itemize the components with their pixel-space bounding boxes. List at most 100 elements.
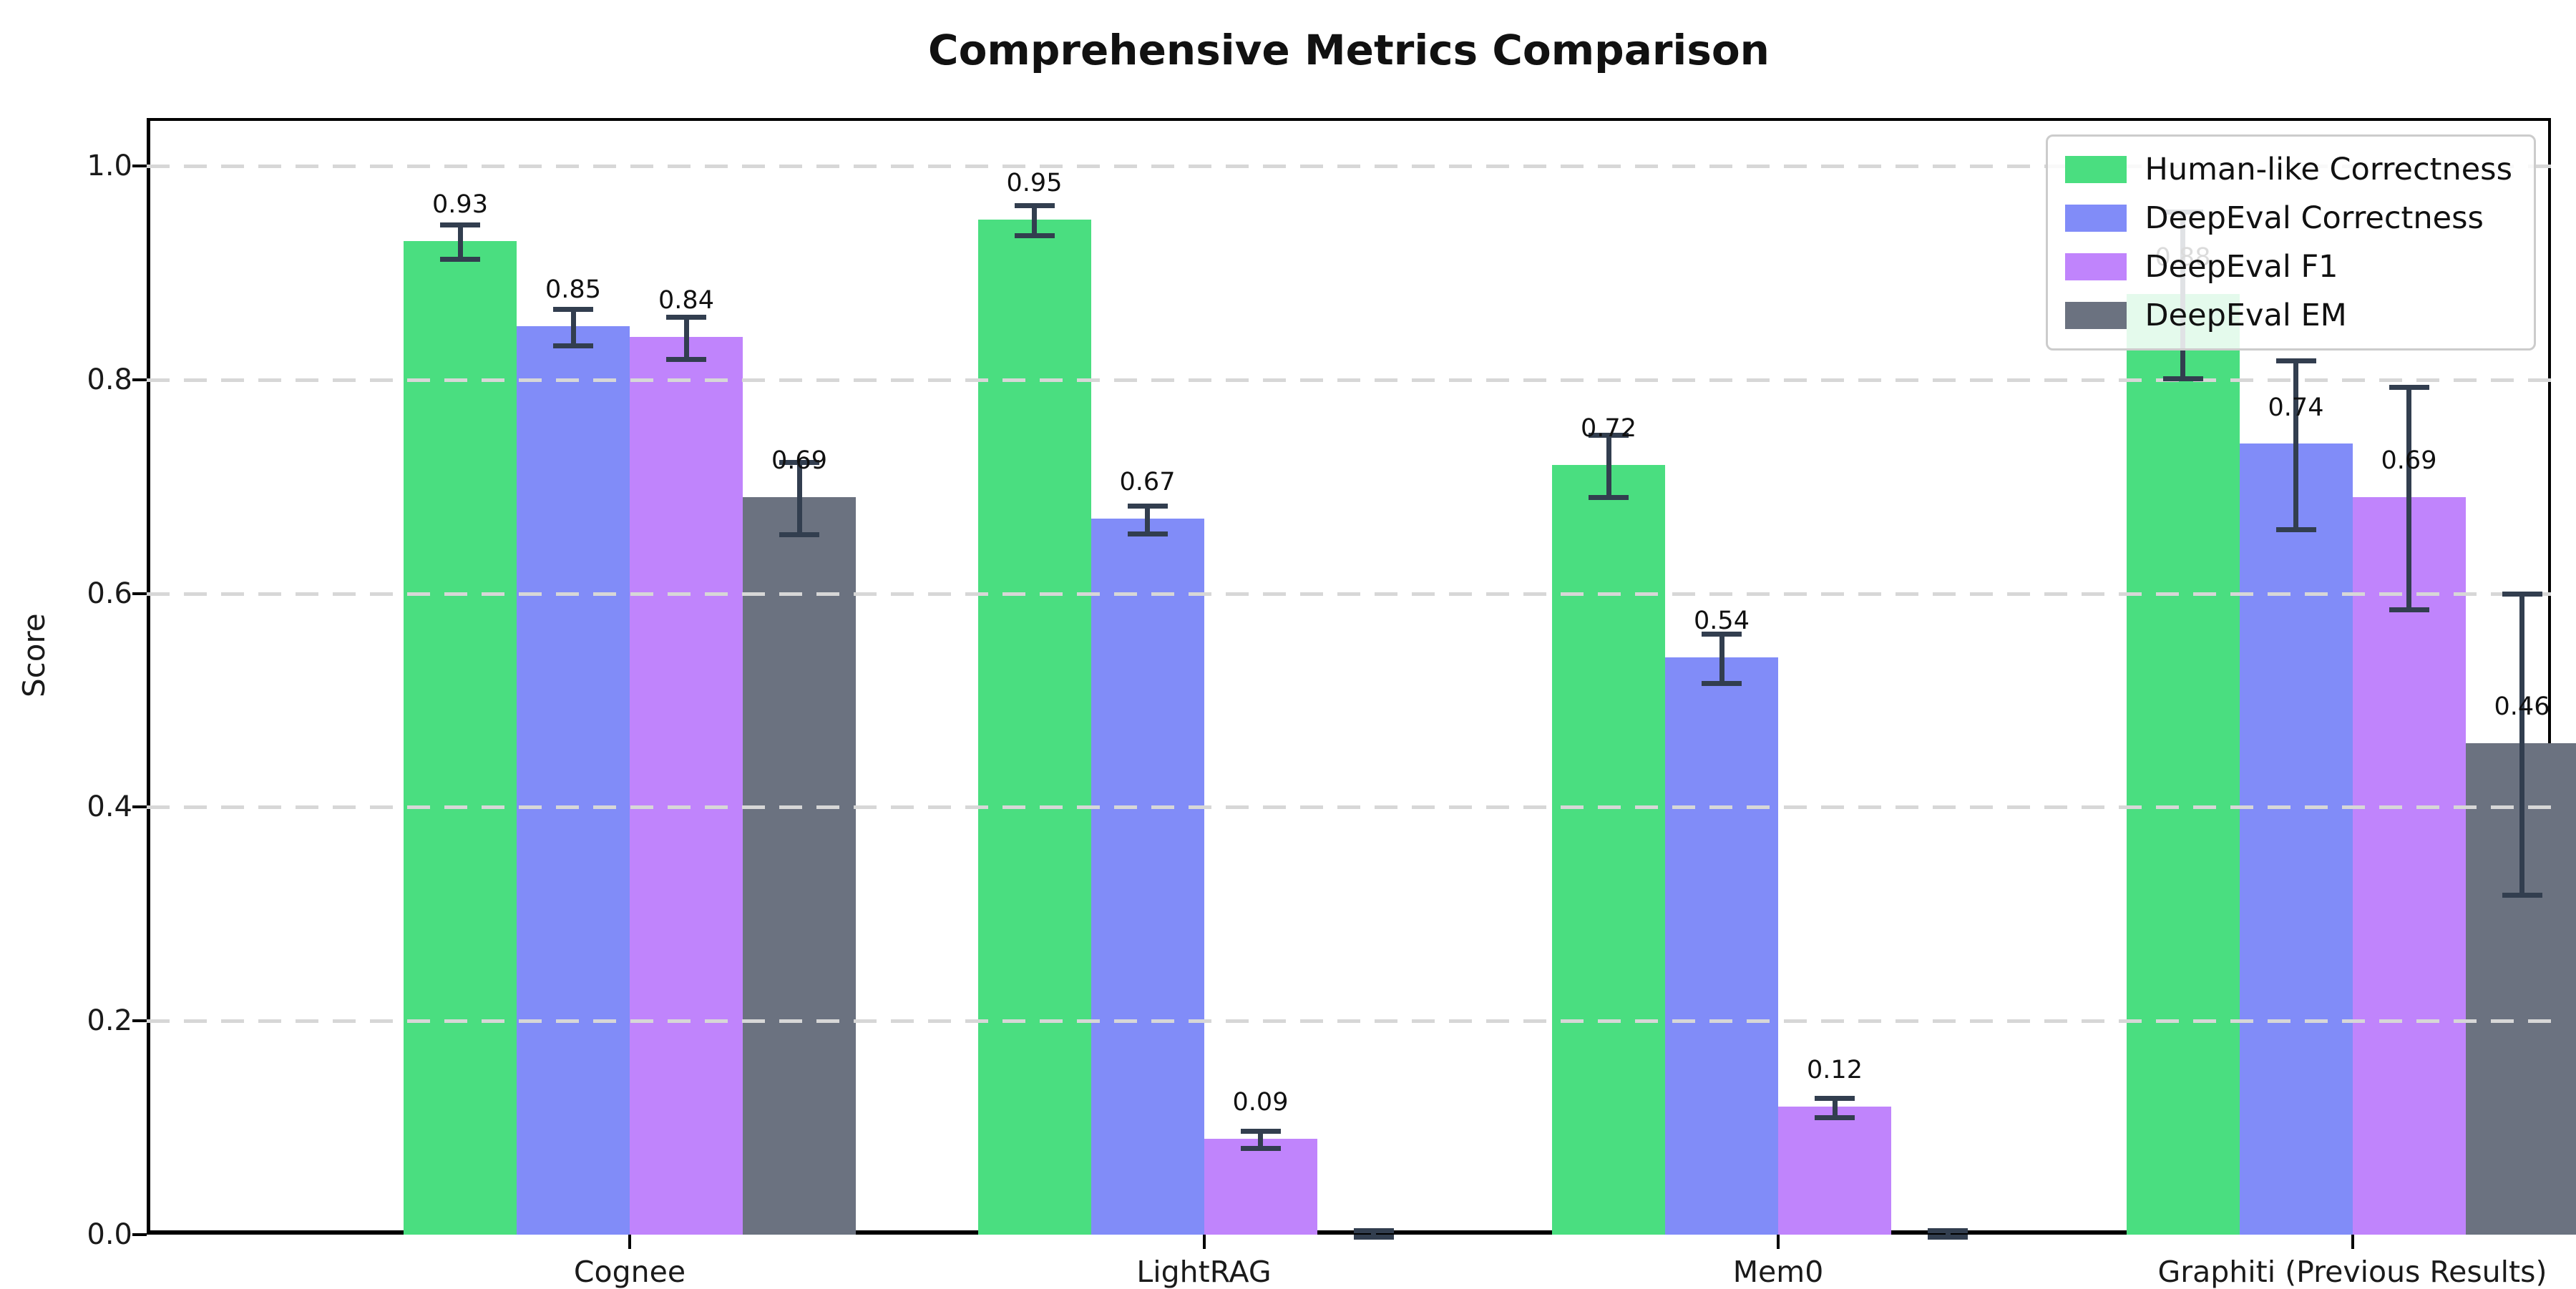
error-bar-graphiti-previous-results-deepeval-f1 xyxy=(2406,387,2411,607)
gridline-0.6 xyxy=(147,592,2551,596)
error-cap-low-graphiti-previous-results-deepeval-f1 xyxy=(2389,607,2429,612)
bar-cognee-deepeval-correctness xyxy=(517,326,630,1235)
legend-item-deepeval-correctness: DeepEval Correctness xyxy=(2065,200,2512,237)
error-cap-high-cognee-deepeval-f1 xyxy=(666,315,706,320)
error-cap-high-graphiti-previous-results-deepeval-correctness xyxy=(2276,358,2316,363)
gridline-0.4 xyxy=(147,805,2551,809)
bar-cognee-deepeval-f1 xyxy=(630,337,743,1235)
error-cap-low-cognee-human-like-correctness xyxy=(440,257,480,262)
error-bar-mem0-human-like-correctness xyxy=(1606,435,1611,495)
error-cap-low-mem0-deepeval-em xyxy=(1928,1235,1968,1240)
error-cap-low-cognee-deepeval-em xyxy=(779,532,819,537)
legend-swatch-icon xyxy=(2065,302,2127,329)
legend-label: DeepEval Correctness xyxy=(2145,200,2484,237)
chart-title: Comprehensive Metrics Comparison xyxy=(147,21,2551,79)
x-tick-mark-lightrag xyxy=(1203,1235,1206,1249)
y-tick-mark-1.0 xyxy=(132,165,147,167)
x-tick-mark-graphiti-previous-results xyxy=(2351,1235,2354,1249)
bar-cognee-deepeval-em xyxy=(743,497,856,1235)
value-label-lightrag-deepeval-f1: 0.09 xyxy=(1204,1089,1318,1115)
y-axis-label: Score xyxy=(0,655,92,697)
y-tick-label-0.4: 0.4 xyxy=(47,793,132,821)
x-tick-label-mem0: Mem0 xyxy=(1528,1256,2029,1288)
gridline-0.2 xyxy=(147,1019,2551,1023)
error-cap-high-cognee-human-like-correctness xyxy=(440,222,480,227)
y-tick-mark-0.6 xyxy=(132,592,147,595)
bar-mem0-deepeval-correctness xyxy=(1665,657,1778,1235)
legend-swatch-icon xyxy=(2065,253,2127,280)
value-label-mem0-deepeval-f1: 0.12 xyxy=(1777,1057,1892,1083)
legend-swatch-icon xyxy=(2065,156,2127,183)
error-cap-low-lightrag-deepeval-f1 xyxy=(1241,1146,1281,1151)
bar-graphiti-previous-results-deepeval-correctness xyxy=(2240,443,2353,1235)
value-label-cognee-deepeval-correctness: 0.85 xyxy=(516,277,630,303)
value-label-graphiti-previous-results-deepeval-correctness: 0.74 xyxy=(2239,395,2353,421)
legend-label: DeepEval EM xyxy=(2145,297,2347,334)
error-cap-low-lightrag-human-like-correctness xyxy=(1015,233,1055,238)
x-tick-mark-mem0 xyxy=(1777,1235,1780,1249)
value-label-mem0-human-like-correctness: 0.72 xyxy=(1551,416,1666,441)
y-tick-mark-0.0 xyxy=(132,1233,147,1236)
bar-cognee-human-like-correctness xyxy=(404,241,517,1235)
error-cap-high-mem0-deepeval-em xyxy=(1928,1228,1968,1233)
legend-label: Human-like Correctness xyxy=(2145,151,2512,188)
bar-lightrag-human-like-correctness xyxy=(978,220,1091,1235)
bar-mem0-human-like-correctness xyxy=(1552,465,1665,1235)
error-cap-low-mem0-deepeval-correctness xyxy=(1702,681,1742,686)
error-cap-high-mem0-deepeval-f1 xyxy=(1815,1096,1855,1101)
legend-item-deepeval-f1: DeepEval F1 xyxy=(2065,248,2512,285)
legend-label: DeepEval F1 xyxy=(2145,248,2338,285)
y-axis-spine xyxy=(147,118,150,1235)
y-tick-mark-0.4 xyxy=(132,805,147,808)
value-label-lightrag-deepeval-correctness: 0.67 xyxy=(1091,469,1205,495)
error-cap-high-lightrag-deepeval-em xyxy=(1354,1228,1394,1233)
legend-item-deepeval-em: DeepEval EM xyxy=(2065,297,2512,334)
y-tick-label-0.2: 0.2 xyxy=(47,1006,132,1035)
error-cap-high-lightrag-human-like-correctness xyxy=(1015,203,1055,208)
x-tick-label-graphiti-previous-results: Graphiti (Previous Results) xyxy=(2102,1256,2576,1288)
bar-graphiti-previous-results-human-like-correctness xyxy=(2127,294,2240,1235)
error-bar-lightrag-deepeval-correctness xyxy=(1145,506,1150,531)
legend-swatch-icon xyxy=(2065,205,2127,232)
error-cap-low-graphiti-previous-results-deepeval-em xyxy=(2502,893,2542,898)
error-bar-lightrag-human-like-correctness xyxy=(1032,205,1037,233)
error-bar-mem0-deepeval-correctness xyxy=(1719,634,1724,681)
error-cap-low-cognee-deepeval-f1 xyxy=(666,357,706,362)
error-bar-graphiti-previous-results-deepeval-em xyxy=(2519,594,2524,893)
error-cap-low-lightrag-deepeval-correctness xyxy=(1128,531,1168,536)
error-cap-low-mem0-deepeval-f1 xyxy=(1815,1115,1855,1120)
value-label-graphiti-previous-results-deepeval-em: 0.46 xyxy=(2465,694,2576,720)
legend: Human-like Correctness DeepEval Correctne… xyxy=(2046,134,2536,351)
y-tick-label-0.6: 0.6 xyxy=(47,579,132,608)
error-cap-high-graphiti-previous-results-deepeval-em xyxy=(2502,592,2542,597)
error-cap-high-cognee-deepeval-correctness xyxy=(553,307,593,312)
y-tick-mark-0.2 xyxy=(132,1019,147,1022)
value-label-lightrag-human-like-correctness: 0.95 xyxy=(977,170,1092,196)
y-tick-mark-0.8 xyxy=(132,378,147,381)
error-bar-graphiti-previous-results-deepeval-correctness xyxy=(2293,361,2298,527)
error-cap-high-lightrag-deepeval-correctness xyxy=(1128,504,1168,509)
x-tick-label-lightrag: LightRAG xyxy=(954,1256,1455,1288)
error-cap-low-graphiti-previous-results-deepeval-correctness xyxy=(2276,527,2316,532)
error-cap-low-graphiti-previous-results-human-like-correctness xyxy=(2163,376,2203,381)
error-cap-low-lightrag-deepeval-em xyxy=(1354,1235,1394,1240)
legend-item-human-like-correctness: Human-like Correctness xyxy=(2065,151,2512,188)
error-cap-high-graphiti-previous-results-deepeval-f1 xyxy=(2389,385,2429,390)
value-label-cognee-deepeval-em: 0.69 xyxy=(742,448,857,474)
bar-mem0-deepeval-f1 xyxy=(1778,1107,1891,1235)
x-tick-mark-cognee xyxy=(628,1235,631,1249)
y-tick-label-1.0: 1.0 xyxy=(47,152,132,180)
error-bar-cognee-human-like-correctness xyxy=(458,225,463,257)
error-bar-cognee-deepeval-correctness xyxy=(571,309,576,343)
error-bar-cognee-deepeval-f1 xyxy=(684,317,689,358)
value-label-mem0-deepeval-correctness: 0.54 xyxy=(1664,608,1779,634)
error-cap-low-cognee-deepeval-correctness xyxy=(553,343,593,348)
value-label-cognee-deepeval-f1: 0.84 xyxy=(629,288,743,313)
error-cap-high-lightrag-deepeval-f1 xyxy=(1241,1129,1281,1134)
error-cap-low-mem0-human-like-correctness xyxy=(1589,495,1629,500)
bar-lightrag-deepeval-correctness xyxy=(1091,519,1204,1235)
value-label-cognee-human-like-correctness: 0.93 xyxy=(403,192,517,217)
y-tick-label-0.8: 0.8 xyxy=(47,366,132,394)
x-tick-label-cognee: Cognee xyxy=(379,1256,880,1288)
